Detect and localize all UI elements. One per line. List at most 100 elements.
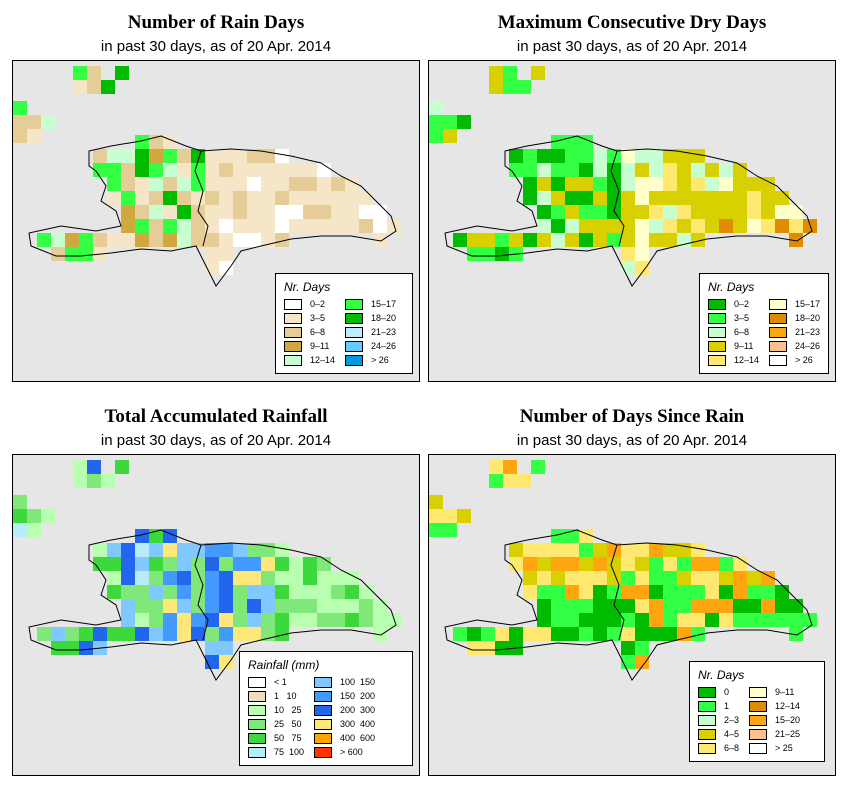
grid-cell	[177, 233, 191, 247]
grid-cell	[747, 191, 761, 205]
grid-cell	[775, 613, 789, 627]
grid-cell	[233, 191, 247, 205]
grid-cell	[289, 219, 303, 233]
grid-cell	[27, 523, 41, 537]
grid-cell	[719, 571, 733, 585]
grid-cell	[691, 149, 705, 163]
grid-cell	[509, 149, 523, 163]
legend-item: 0–2	[284, 297, 335, 311]
grid-cell	[149, 163, 163, 177]
grid-cell	[649, 571, 663, 585]
grid-cell	[261, 219, 275, 233]
grid-cell	[149, 233, 163, 247]
grid-cell	[429, 495, 443, 509]
legend-title: Rainfall (mm)	[248, 658, 320, 672]
grid-cell	[621, 177, 635, 191]
grid-cell	[429, 129, 443, 143]
grid-cell	[677, 233, 691, 247]
chart-title: Number of Rain Days	[127, 12, 305, 33]
grid-cell	[233, 613, 247, 627]
grid-cell	[691, 233, 705, 247]
grid-cell	[761, 205, 775, 219]
grid-cell	[621, 163, 635, 177]
grid-cell	[635, 233, 649, 247]
grid-cell	[677, 627, 691, 641]
grid-cell	[303, 219, 317, 233]
grid-cell	[331, 191, 345, 205]
grid-cell	[565, 219, 579, 233]
grid-cell	[373, 599, 387, 613]
grid-cell	[677, 163, 691, 177]
grid-cell	[101, 80, 115, 94]
grid-cell	[359, 191, 373, 205]
grid-cell	[579, 177, 593, 191]
grid-cell	[457, 115, 471, 129]
grid-cell	[331, 177, 345, 191]
grid-cell	[115, 66, 129, 80]
grid-cell	[775, 585, 789, 599]
legend-swatch	[248, 718, 266, 730]
grid-cell	[317, 163, 331, 177]
legend-swatch	[345, 312, 364, 324]
grid-cell	[177, 613, 191, 627]
grid-cell	[247, 585, 261, 599]
grid-cell	[621, 247, 635, 261]
grid-cell	[41, 115, 55, 129]
legend-swatch	[314, 746, 333, 758]
legend-swatch	[345, 354, 364, 366]
legend-item: 6–8	[708, 325, 759, 339]
legend-item: 12–14	[284, 353, 335, 367]
grid-cell	[719, 163, 733, 177]
grid-cell	[691, 627, 705, 641]
grid-cell	[565, 585, 579, 599]
grid-cell	[233, 585, 247, 599]
grid-cell	[27, 129, 41, 143]
grid-cell	[177, 571, 191, 585]
legend-item: 24–26	[769, 339, 820, 353]
legend: Rainfall (mm) < 1 1 10 10 25 25 50 50 75 75 10…	[239, 651, 413, 766]
grid-cell	[733, 205, 747, 219]
grid-cell	[443, 115, 457, 129]
grid-cell	[93, 233, 107, 247]
grid-cell	[177, 543, 191, 557]
grid-cell	[517, 474, 531, 488]
grid-cell	[79, 233, 93, 247]
grid-cell	[489, 474, 503, 488]
grid-cell	[51, 641, 65, 655]
grid-cell	[87, 474, 101, 488]
grid-cell	[531, 66, 545, 80]
grid-cell	[121, 557, 135, 571]
grid-cell	[509, 627, 523, 641]
grid-cell	[635, 585, 649, 599]
legend-label: 9–11	[734, 340, 754, 351]
grid-cell	[537, 627, 551, 641]
grid-cell	[537, 543, 551, 557]
grid-cell	[429, 115, 443, 129]
legend-swatch	[248, 690, 266, 702]
grid-cell	[565, 177, 579, 191]
legend-label: 6–8	[310, 326, 326, 337]
grid-cell	[13, 523, 27, 537]
grid-cell	[593, 163, 607, 177]
grid-cell	[691, 219, 705, 233]
grid-cell	[607, 149, 621, 163]
legend-title: Nr. Days	[708, 280, 755, 294]
grid-cell	[523, 543, 537, 557]
grid-cell	[565, 627, 579, 641]
grid-cell	[345, 191, 359, 205]
grid-cell	[93, 543, 107, 557]
grid-cell	[73, 474, 87, 488]
grid-cell	[275, 627, 289, 641]
grid-cell	[219, 543, 233, 557]
legend-swatch	[314, 718, 333, 730]
legend-swatch	[698, 686, 716, 698]
grid-cell	[663, 219, 677, 233]
grid-cell	[579, 557, 593, 571]
grid-cell	[13, 101, 27, 115]
grid-cell	[149, 543, 163, 557]
grid-cell	[565, 233, 579, 247]
grid-cell	[177, 557, 191, 571]
grid-cell	[163, 585, 177, 599]
legend-title: Nr. Days	[284, 280, 331, 294]
grid-cell	[495, 233, 509, 247]
